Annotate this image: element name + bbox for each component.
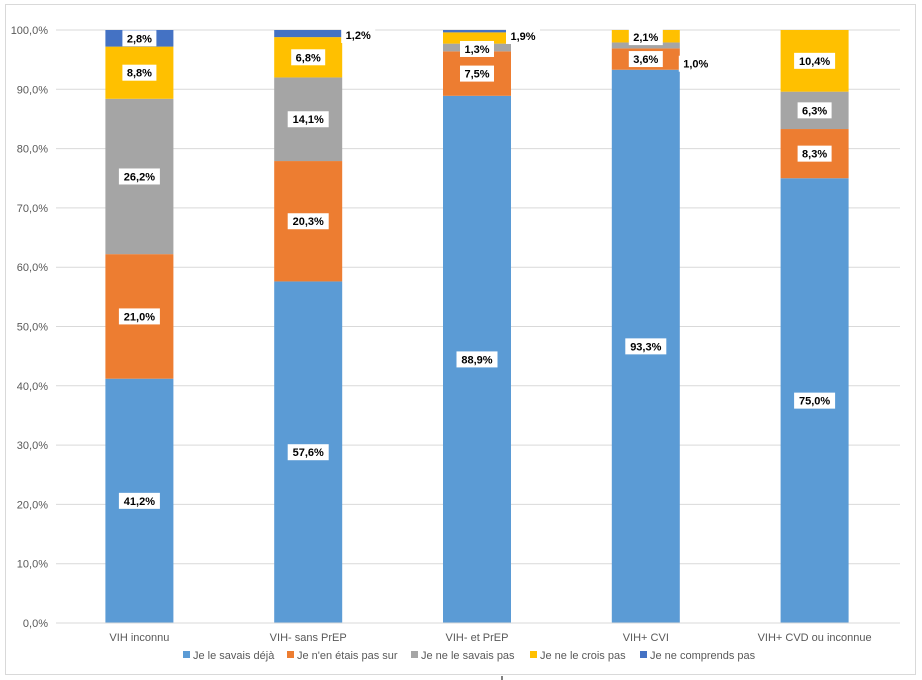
- data-label: 14,1%: [293, 114, 324, 126]
- data-label: 41,2%: [124, 496, 155, 508]
- data-label: 1,3%: [464, 44, 489, 56]
- data-label: 6,8%: [296, 52, 321, 64]
- data-label: 2,8%: [127, 33, 152, 45]
- data-label-bg: [122, 64, 157, 81]
- bar-segment: [274, 30, 343, 38]
- legend-entry: Je ne le savais pas: [421, 650, 515, 662]
- data-label-bg: [794, 52, 836, 69]
- bar-segment: [611, 42, 680, 49]
- legend-swatch: [183, 651, 190, 658]
- legend-entry: Je ne comprends pas: [650, 650, 756, 662]
- data-label-bg: [625, 338, 667, 355]
- legend-swatch: [411, 651, 418, 658]
- y-tick-label: 0,0%: [23, 618, 48, 630]
- data-label-bg: [456, 351, 498, 368]
- data-label: 3,6%: [633, 54, 658, 66]
- legend-swatch: [530, 651, 537, 658]
- data-label: 20,3%: [293, 216, 324, 228]
- data-label-bg: [506, 28, 540, 44]
- x-category-label: VIH inconnu: [109, 632, 169, 644]
- bar-segment: [443, 30, 511, 33]
- data-label: 6,3%: [802, 105, 827, 117]
- data-label: 75,0%: [799, 396, 830, 408]
- y-tick-label: 60,0%: [17, 262, 48, 274]
- legend-entry: Je n'en étais pas sur: [297, 650, 398, 662]
- data-label-bg: [628, 51, 663, 68]
- y-tick-label: 50,0%: [17, 322, 48, 334]
- y-tick-label: 30,0%: [17, 440, 48, 452]
- data-label-bg: [118, 168, 160, 185]
- data-label: 1,9%: [510, 31, 535, 43]
- data-label: 10,4%: [799, 56, 830, 68]
- data-label-bg: [287, 213, 329, 230]
- data-label: 1,2%: [346, 30, 371, 42]
- data-label: 8,8%: [127, 68, 152, 80]
- data-label-bg: [287, 111, 329, 128]
- data-label-bg: [122, 30, 157, 47]
- chart-frame: [5, 4, 916, 675]
- data-label: 21,0%: [124, 311, 155, 323]
- legend-swatch: [640, 651, 647, 658]
- y-tick-label: 90,0%: [17, 84, 48, 96]
- legend-entry: Je le savais déjà: [193, 650, 275, 662]
- data-label-bg: [794, 392, 836, 409]
- data-label-bg: [628, 29, 663, 46]
- y-tick-label: 100,0%: [11, 25, 49, 37]
- data-label: 1,0%: [683, 59, 708, 71]
- data-label-bg: [460, 40, 494, 57]
- y-tick-label: 80,0%: [17, 144, 48, 156]
- data-label: 88,9%: [461, 354, 492, 366]
- x-category-label: VIH- et PrEP: [446, 632, 509, 644]
- data-label: 57,6%: [293, 447, 324, 459]
- data-label-bg: [118, 308, 160, 325]
- data-label-bg: [797, 102, 832, 119]
- y-tick-label: 10,0%: [17, 559, 48, 571]
- data-label-bg: [118, 492, 160, 509]
- data-label-bg: [460, 65, 494, 82]
- x-category-label: VIH+ CVD ou inconnue: [758, 632, 872, 644]
- data-label-bg: [678, 55, 713, 72]
- data-label: 8,3%: [802, 149, 827, 161]
- y-tick-label: 40,0%: [17, 381, 48, 393]
- data-label: 2,1%: [633, 32, 658, 44]
- data-label-bg: [797, 145, 832, 162]
- data-label-bg: [291, 49, 326, 66]
- data-label-bg: [341, 27, 376, 43]
- x-category-label: VIH+ CVI: [623, 632, 669, 644]
- legend-entry: Je ne le crois pas: [540, 650, 626, 662]
- legend-swatch: [287, 651, 294, 658]
- data-label: 26,2%: [124, 171, 155, 183]
- x-category-label: VIH- sans PrEP: [270, 632, 347, 644]
- data-label: 93,3%: [630, 341, 661, 353]
- data-label: 7,5%: [464, 69, 489, 81]
- data-label-bg: [287, 444, 329, 461]
- y-tick-label: 20,0%: [17, 499, 48, 511]
- bar-segment: [443, 32, 511, 44]
- y-tick-label: 70,0%: [17, 203, 48, 215]
